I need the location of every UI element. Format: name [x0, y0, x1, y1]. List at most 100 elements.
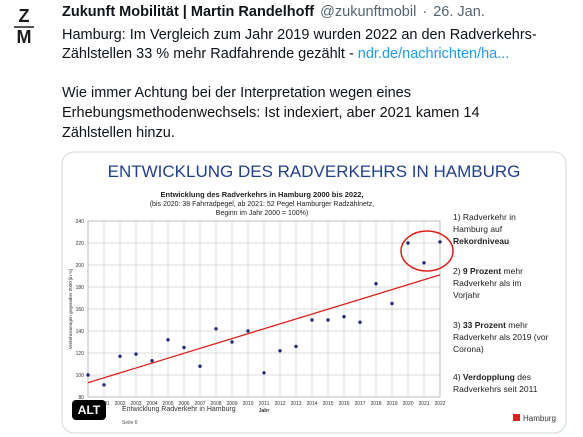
note-text: 33 Prozent	[463, 320, 506, 330]
x-tick-label: 2002	[114, 401, 125, 407]
data-point	[214, 327, 218, 331]
note-line: Radverkehr als 2019 (vor	[453, 332, 549, 342]
brand-icon	[513, 414, 520, 421]
author[interactable]: Zukunft Mobilität | Martin Randelhoff	[62, 4, 314, 20]
x-tick-label: 2017	[354, 401, 365, 407]
note-text: Radverkehr als im	[453, 278, 522, 288]
y-tick-label: 240	[76, 219, 85, 225]
data-point	[86, 373, 90, 377]
x-tick-label: 2011	[259, 401, 270, 407]
data-point	[358, 320, 362, 324]
data-point	[310, 318, 314, 322]
data-point	[262, 371, 266, 375]
x-tick-label: 2009	[226, 401, 237, 407]
data-point	[294, 344, 298, 349]
chart: Entwicklung des Radverkehrs in Hamburg 2…	[68, 190, 446, 414]
y-tick-label: 220	[76, 241, 85, 247]
footer-caption: Entwicklung Radverkehr in Hamburg	[122, 406, 236, 413]
x-tick-label: 2012	[274, 401, 285, 407]
note-text: Vorjahr	[453, 290, 480, 300]
x-tick-label: 2013	[290, 401, 301, 407]
tweet-line: Zählstellen hinzu.	[62, 125, 175, 141]
alt-badge[interactable]	[72, 400, 106, 420]
avatar-bottom: M	[17, 27, 32, 47]
tweet-line: Wie immer Achtung bei der Interpretation…	[62, 85, 411, 101]
x-tick-label: 2021	[418, 401, 429, 407]
note-text: Radverkehr als 2019 (vor	[453, 332, 549, 342]
y-axis-label: Verkehrsmengen gegenüber 2000 [in %]	[68, 269, 73, 350]
data-point	[102, 383, 106, 387]
x-tick-label: 2016	[338, 401, 349, 407]
y-tick-label: 140	[76, 329, 85, 335]
data-point	[198, 364, 202, 368]
tweet-line: Zählstellen 33 % mehr Radfahrende gezähl…	[62, 46, 509, 62]
data-point	[182, 345, 186, 350]
note-text: Hamburg auf	[453, 224, 503, 234]
y-tick-label: 200	[76, 263, 85, 269]
x-tick-label: 2003	[130, 401, 141, 407]
trend-line	[87, 274, 441, 384]
data-point	[342, 315, 346, 319]
x-tick-label: 2004	[146, 401, 157, 407]
note-line: 2) 9 Prozent mehr	[453, 266, 523, 276]
avatar[interactable]: Z M	[14, 6, 34, 47]
note-text: mehr	[501, 266, 523, 276]
x-tick-label: 2008	[210, 401, 221, 407]
data-point	[134, 352, 138, 356]
x-tick-label: 2007	[194, 401, 205, 407]
data-point	[166, 338, 170, 342]
separator: ·	[422, 4, 427, 20]
x-tick-label: 2006	[178, 401, 189, 407]
highlight-ring	[400, 230, 454, 272]
data-point	[150, 359, 154, 363]
data-point	[438, 240, 442, 244]
tweet-line: Hamburg: Im Vergleich zum Jahr 2019 wurd…	[62, 27, 537, 43]
x-tick-label: 2019	[386, 401, 397, 407]
data-point	[246, 329, 250, 333]
note-text: Rekordniveau	[453, 236, 509, 246]
data-point	[326, 318, 330, 322]
note-text: 9 Prozent	[463, 266, 501, 276]
note-line: Corona)	[453, 344, 484, 354]
note-text: Radverkehrs seit 2011	[453, 384, 538, 394]
tweet-header: Zukunft Mobilität | Martin Randelhoff @z…	[62, 4, 485, 20]
note-text: des	[515, 372, 531, 382]
x-tick-label: 2015	[322, 401, 333, 407]
note-line: Radverkehrs seit 2011	[453, 384, 538, 394]
note-line: Hamburg auf	[453, 224, 503, 234]
link[interactable]: ndr.de/nachrichten/ha...	[358, 46, 510, 62]
data-point	[230, 340, 234, 344]
alt-label: ALT	[78, 403, 101, 417]
y-tick-label: 120	[76, 351, 85, 357]
footer-brand: Hamburg	[523, 414, 556, 423]
note-text: 1) Radverkehr in	[453, 212, 516, 222]
note-line: 1) Radverkehr in	[453, 212, 516, 222]
y-tick-label: 100	[76, 373, 85, 379]
note-line: Radverkehr als im	[453, 278, 522, 288]
x-tick-label: 2020	[402, 401, 413, 407]
data-point	[118, 354, 122, 358]
x-tick-label: 2005	[162, 401, 173, 407]
note-text: mehr	[506, 320, 528, 330]
tweet-image[interactable]: ENTWICKLUNG DES RADVERKEHRS IN HAMBURG E…	[61, 151, 567, 434]
date[interactable]: 26. Jan.	[433, 4, 485, 20]
notes: 1) Radverkehr in Hamburg auf Rekordniveau 2…	[453, 212, 549, 394]
x-tick-label: 2014	[306, 401, 317, 407]
data-point	[390, 301, 394, 306]
data-point	[406, 241, 410, 245]
x-axis-label: Jahr	[259, 408, 270, 414]
note-line: Vorjahr	[453, 290, 480, 300]
note-line: 4) Verdopplung des	[453, 372, 531, 382]
note-line: Rekordniveau	[453, 236, 509, 246]
handle[interactable]: @zukunftmobil	[320, 4, 416, 20]
tweet-text: Zählstellen 33 % mehr Radfahrende gezähl…	[62, 46, 354, 62]
slide-title: ENTWICKLUNG DES RADVERKEHRS IN HAMBURG	[108, 162, 521, 181]
x-tick-label: 2018	[370, 401, 381, 407]
tweet-line: Erhebungsmethodenwechsels: Ist indexiert…	[62, 105, 480, 121]
note-text: Corona)	[453, 344, 484, 354]
data-point	[278, 349, 282, 353]
chart-title: (bis 2020: 38 Fahrradpegel, ab 2021: 52 …	[150, 201, 375, 208]
data-point	[374, 282, 378, 286]
footer-page: Seite 6	[122, 420, 138, 426]
